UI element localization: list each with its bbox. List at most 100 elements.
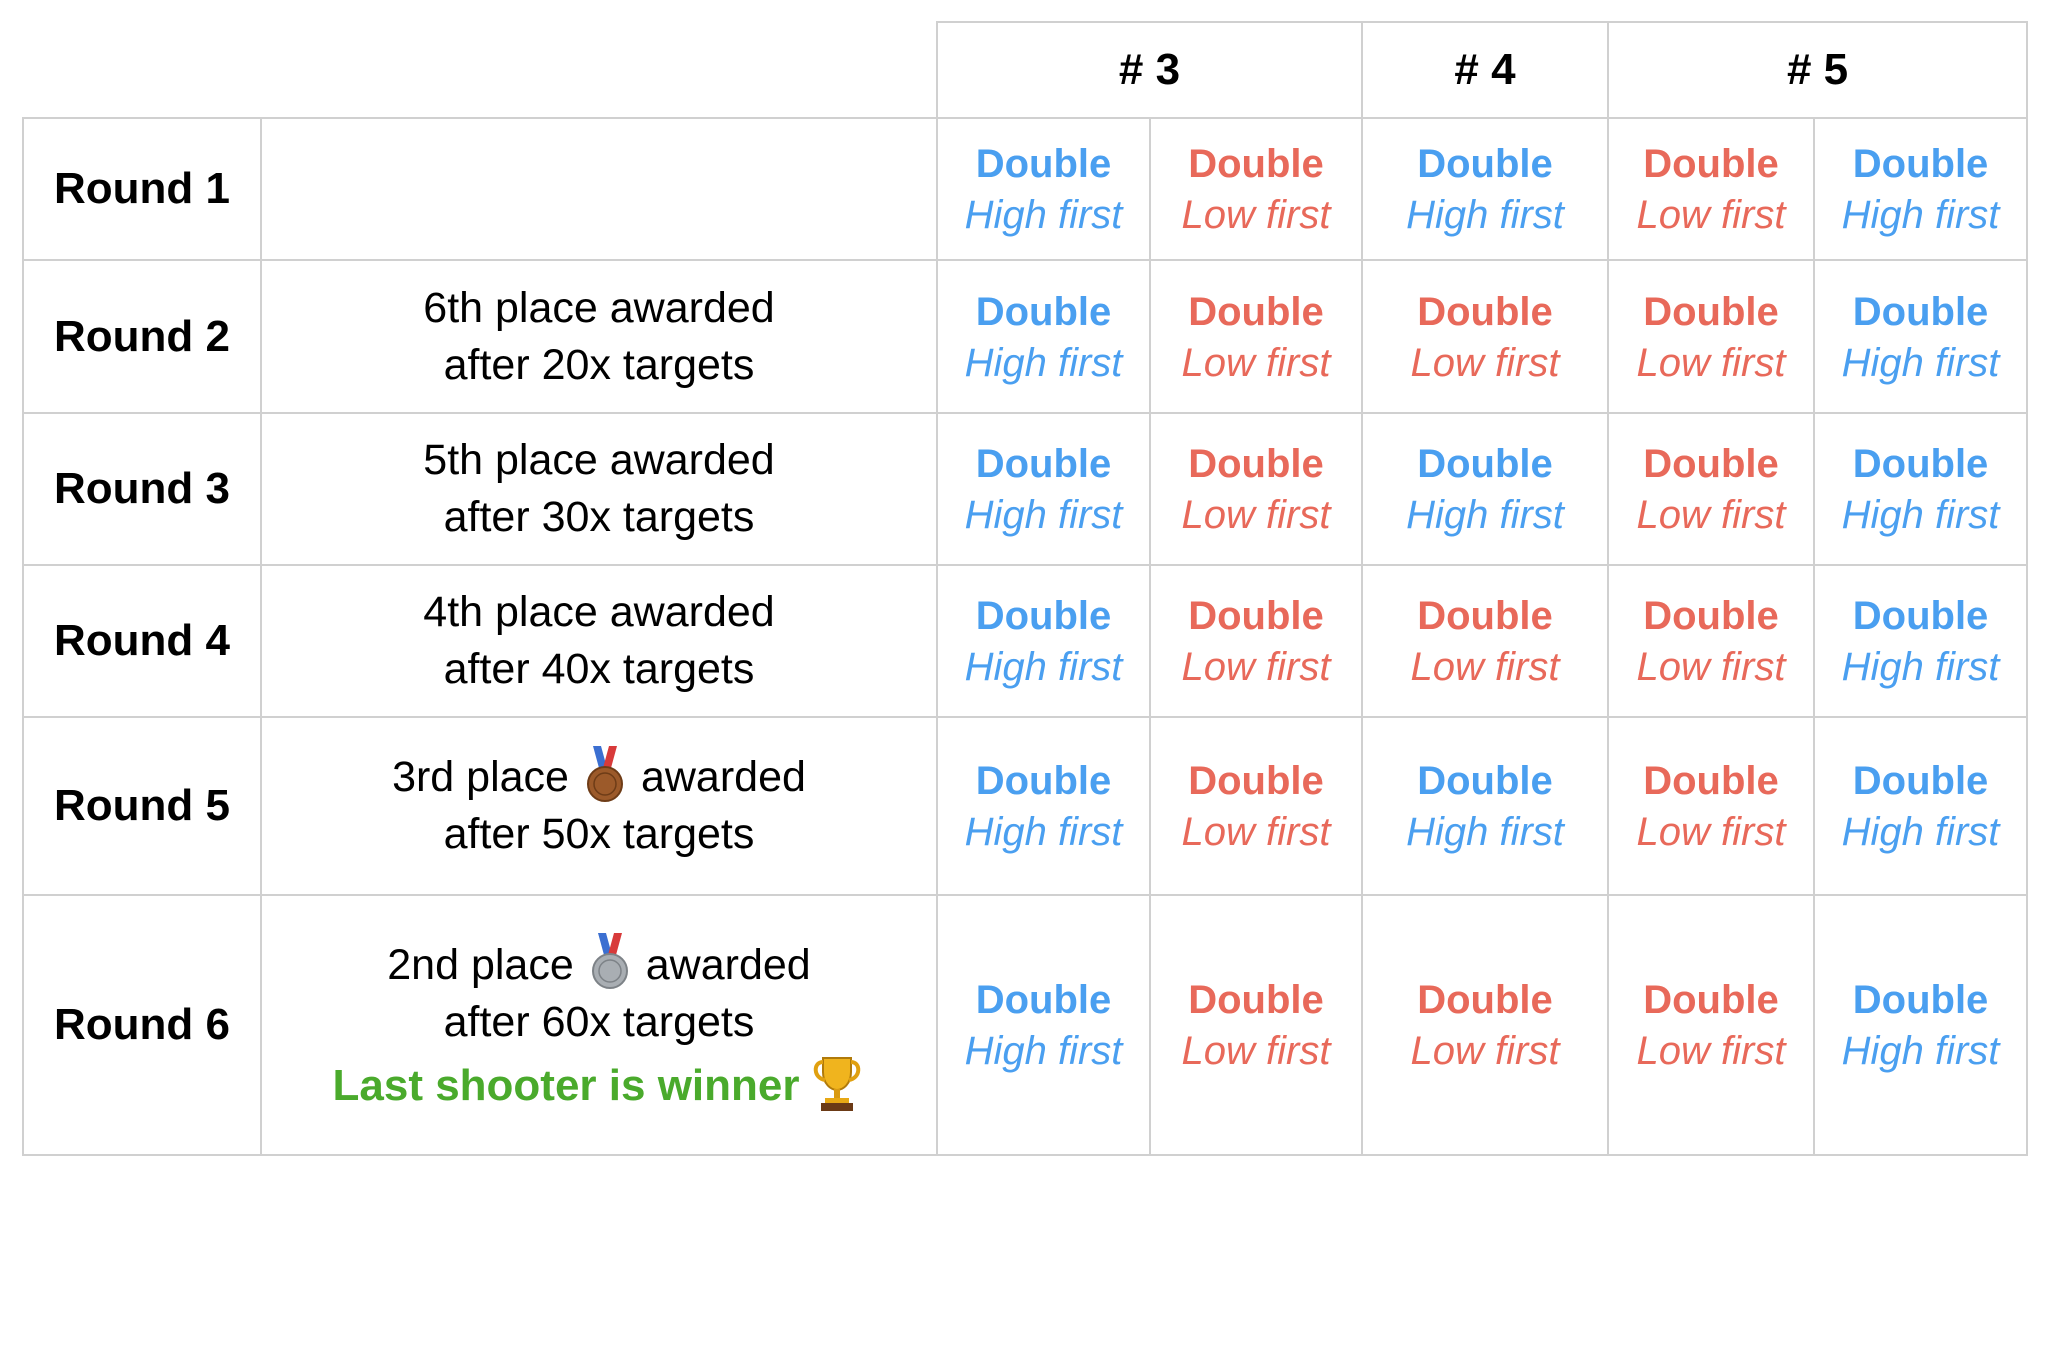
- shot-order: High first: [964, 645, 1123, 689]
- award-note: 3rd place awarded after 50x targets: [260, 716, 938, 896]
- shot-order: High first: [964, 193, 1123, 237]
- shot-type: Double: [975, 142, 1112, 186]
- shot-order: Low first: [1410, 340, 1560, 385]
- shot-type: Double: [975, 759, 1112, 803]
- shot-order: High first: [964, 493, 1123, 537]
- shot-cell: Double Low first: [1607, 716, 1816, 896]
- award-note: 2nd place awarded after 60x targets Last sh…: [260, 894, 938, 1156]
- station-header: # 5: [1607, 21, 2029, 119]
- shot-type: Double: [1643, 594, 1779, 638]
- shot-order: Low first: [1410, 645, 1560, 689]
- round-label: Round 2: [22, 259, 262, 414]
- shot-order: Low first: [1636, 645, 1786, 689]
- shot-cell: Double Low first: [1607, 894, 1816, 1156]
- shot-order: High first: [1406, 810, 1564, 854]
- shot-type: Double: [1188, 142, 1324, 186]
- shot-cell: Double High first: [936, 894, 1151, 1156]
- shot-cell: Double High first: [936, 716, 1151, 896]
- shot-cell: Double Low first: [1361, 564, 1610, 718]
- shot-order: Low first: [1636, 340, 1786, 385]
- shot-cell: Double Low first: [1361, 894, 1610, 1156]
- trophy-icon: [814, 1056, 861, 1111]
- shot-type: Double: [1643, 759, 1779, 803]
- award-place-text: 2nd place: [387, 940, 574, 989]
- award-medal-line: 2nd place awarded: [262, 933, 936, 994]
- round-row: Round 2 6th place awarded after 20x target…: [22, 259, 2029, 414]
- round-row: Round 4 4th place awarded after 40x target…: [22, 564, 2029, 718]
- shot-cell: Double Low first: [1361, 259, 1610, 414]
- shot-order: High first: [1841, 340, 2000, 385]
- shot-type: Double: [1417, 289, 1553, 334]
- shot-type: Double: [1643, 289, 1779, 334]
- shot-type: Double: [975, 594, 1112, 638]
- shot-order: Low first: [1181, 1029, 1331, 1073]
- shot-cell: Double High first: [936, 564, 1151, 718]
- shot-type: Double: [975, 289, 1112, 334]
- shot-type: Double: [1417, 978, 1553, 1022]
- shot-type: Double: [1643, 442, 1779, 486]
- shot-order: Low first: [1636, 810, 1786, 854]
- shot-order: High first: [964, 340, 1123, 385]
- shot-cell: Double High first: [1361, 117, 1610, 261]
- shot-cell: Double High first: [1361, 716, 1610, 896]
- shot-cell: Double Low first: [1607, 412, 1816, 566]
- award-note-line: after 60x targets: [443, 997, 755, 1046]
- round-label: Round 4: [22, 564, 262, 718]
- shot-order: High first: [1841, 193, 2000, 237]
- shot-type: Double: [1852, 289, 1989, 334]
- winner-note: Last shooter is winner: [262, 1056, 936, 1114]
- shot-type: Double: [975, 978, 1112, 1022]
- award-note: 6th place awarded after 20x targets: [260, 259, 938, 414]
- shot-order: Low first: [1636, 1029, 1786, 1073]
- award-place-text: 3rd place: [392, 753, 569, 801]
- shot-cell: Double High first: [1813, 117, 2029, 261]
- shot-order: Low first: [1181, 493, 1331, 537]
- shot-cell: Double High first: [936, 117, 1151, 261]
- award-note-line: after 40x targets: [443, 645, 755, 693]
- header-blank-corner: [23, 22, 938, 119]
- shot-cell: Double Low first: [1148, 894, 1364, 1156]
- shot-cell: Double High first: [936, 259, 1151, 414]
- shot-order: High first: [1841, 493, 2000, 537]
- round-row: Round 3 5th place awarded after 30x target…: [22, 412, 2029, 566]
- shot-cell: Double Low first: [1148, 259, 1364, 414]
- shot-cell: Double High first: [1813, 412, 2029, 566]
- station-header: # 3: [935, 21, 1364, 119]
- shot-order: High first: [964, 1029, 1123, 1073]
- shot-order: High first: [1841, 645, 2000, 689]
- shot-order: High first: [1841, 810, 2000, 854]
- shot-type: Double: [1643, 142, 1779, 186]
- shot-type: Double: [1852, 442, 1989, 486]
- shot-type: Double: [1417, 142, 1553, 186]
- shot-type: Double: [1852, 759, 1989, 803]
- shot-order: High first: [1406, 493, 1564, 537]
- shot-order: High first: [964, 810, 1123, 854]
- shot-type: Double: [1852, 142, 1989, 186]
- award-note-line: 5th place awarded: [423, 436, 775, 484]
- round-label: Round 6: [22, 894, 262, 1156]
- round-schedule-table: # 3 # 4 # 5 Round 1 Double High first Double L…: [22, 21, 2029, 1156]
- shot-order: Low first: [1410, 1029, 1560, 1073]
- round-row: Round 1 Double High first Double Low first Do…: [22, 117, 2029, 261]
- shot-order: Low first: [1181, 340, 1331, 385]
- station-header: # 4: [1361, 21, 1610, 119]
- shot-cell: Double High first: [1813, 716, 2029, 896]
- shot-cell: Double High first: [1813, 564, 2029, 718]
- shot-type: Double: [1188, 289, 1324, 334]
- award-note-line: after 20x targets: [443, 340, 755, 389]
- shot-order: High first: [1841, 1029, 2000, 1073]
- shot-cell: Double Low first: [1148, 117, 1364, 261]
- round-label: Round 1: [22, 117, 262, 261]
- award-note: 5th place awarded after 30x targets: [260, 412, 938, 566]
- shot-type: Double: [1188, 759, 1324, 803]
- award-note-line: 6th place awarded: [423, 283, 775, 332]
- shot-type: Double: [1188, 978, 1324, 1022]
- award-note-line: after 50x targets: [443, 810, 755, 858]
- shot-type: Double: [1417, 594, 1553, 638]
- round-label: Round 3: [22, 412, 262, 566]
- shot-order: Low first: [1636, 193, 1786, 237]
- shot-order: Low first: [1636, 493, 1786, 537]
- shot-order: Low first: [1181, 810, 1331, 854]
- shot-cell: Double High first: [936, 412, 1151, 566]
- award-note: 4th place awarded after 40x targets: [260, 564, 938, 718]
